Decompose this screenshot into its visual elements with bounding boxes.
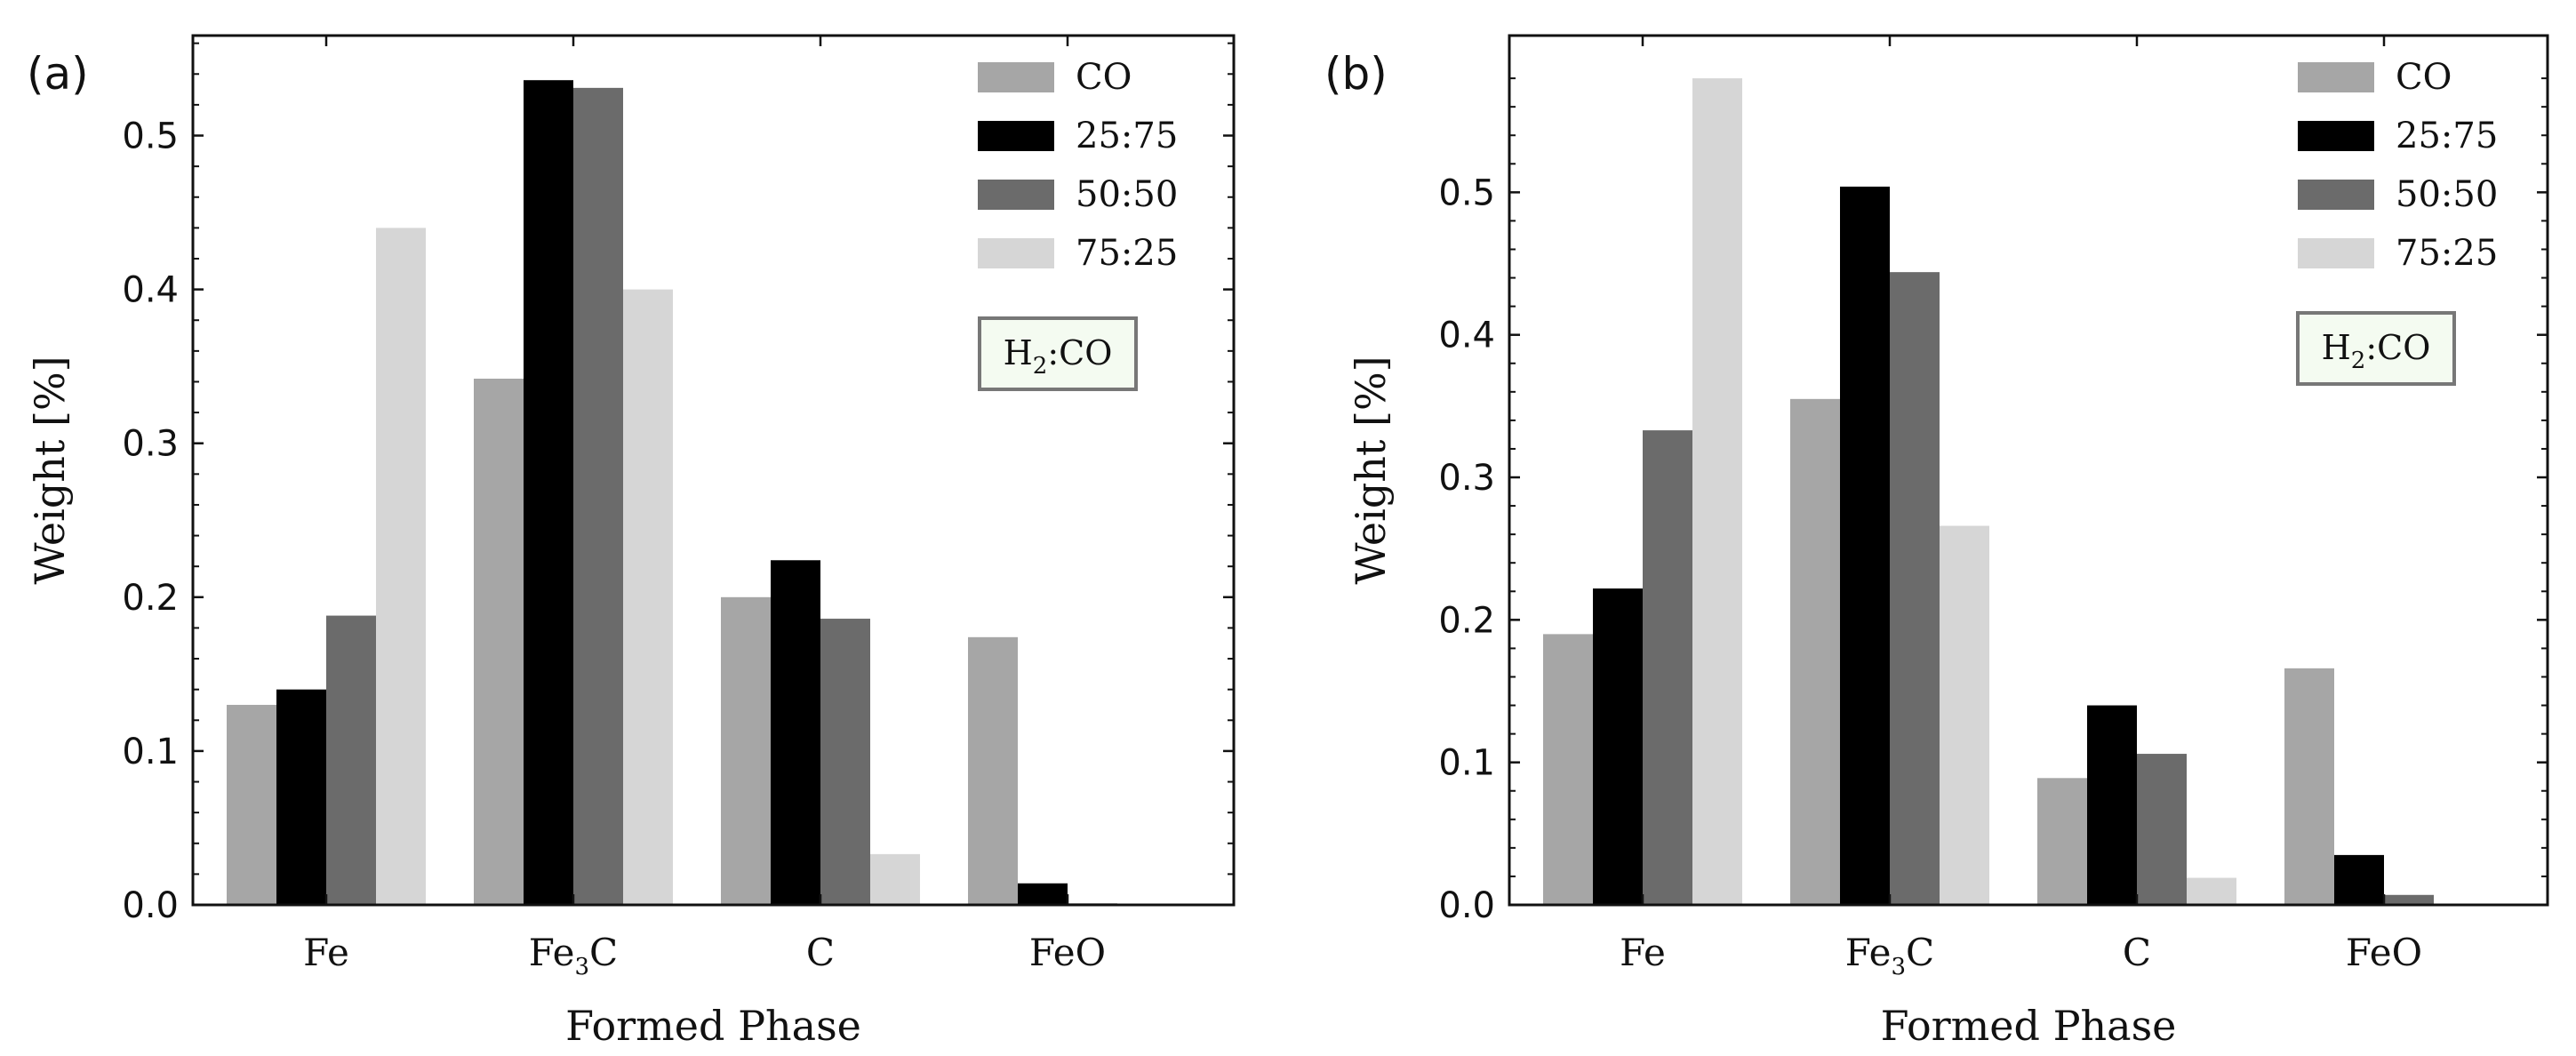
legend-label: 50:50 (1076, 174, 1178, 215)
y-tick-label: 0.3 (1438, 458, 1495, 499)
y-tick-label: 0.5 (1438, 172, 1495, 213)
bar-75:25-1 (1940, 525, 1989, 905)
y-axis-title: Weight [%] (26, 356, 74, 584)
bar-75:25-0 (1692, 78, 1742, 905)
plot-frame (1508, 34, 2549, 907)
legend-label: 25:75 (2396, 116, 2498, 156)
legend-label: CO (1076, 57, 1132, 98)
bar-50:50-0 (1643, 430, 1692, 906)
legend-label: 75:25 (1076, 233, 1178, 274)
y-tick-label: 0.2 (1438, 600, 1495, 641)
legend-swatch (978, 121, 1054, 151)
annotation-label: H2:CO (1004, 333, 1113, 380)
bar-50:50-1 (1890, 272, 1940, 905)
bar-50:50-3 (2384, 894, 2434, 905)
y-tick-label: 0.1 (122, 732, 179, 772)
bar-25:75-3 (2334, 854, 2384, 905)
bar-25:75-1 (1840, 186, 1890, 906)
x-axis-title: Formed Phase (565, 1002, 861, 1050)
bar-CO-3 (2284, 668, 2334, 905)
legend-swatch (2298, 238, 2374, 268)
legend-swatch (978, 62, 1054, 92)
legend-swatch (978, 180, 1054, 210)
legend-label: 25:75 (1076, 116, 1178, 156)
y-tick-label: 0.1 (1438, 743, 1495, 784)
panel-b: 0.0 0.1 0.2 0.3 0.4 0.5 Fe Fe3C C FeO Formed Phase… (1324, 34, 2549, 1050)
panel-label: (b) (1324, 48, 1388, 100)
bar-50:50-0 (326, 615, 376, 905)
bar-CO-0 (1543, 634, 1593, 905)
panel-a: 0.0 0.1 0.2 0.3 0.4 0.5 Fe Fe3C C FeO Formed Phase… (26, 34, 1236, 1050)
bar-50:50-2 (2137, 754, 2187, 905)
y-tick-label: 0.2 (122, 578, 179, 619)
bar-50:50-1 (573, 87, 623, 906)
plot-frame (191, 34, 1236, 907)
x-category-label: FeO (1029, 931, 1106, 974)
bar-CO-2 (721, 596, 771, 905)
y-tick-label: 0.3 (122, 424, 179, 465)
y-tick-label: 0.4 (122, 270, 179, 311)
annotation-label: H2:CO (2322, 328, 2431, 374)
bar-25:75-0 (276, 689, 326, 905)
y-tick-label: 0.5 (122, 116, 179, 157)
bar-75:25-2 (870, 853, 920, 905)
legend-swatch (978, 238, 1054, 268)
bar-CO-0 (227, 704, 276, 905)
x-category-label: Fe3C (529, 931, 618, 980)
x-category-label: Fe (303, 931, 349, 974)
x-category-label: C (2123, 931, 2151, 974)
bar-CO-3 (968, 636, 1018, 905)
bar-CO-2 (2037, 778, 2087, 905)
y-tick-label: 0.0 (1438, 885, 1495, 926)
legend-label: 75:25 (2396, 233, 2498, 274)
panel-label: (a) (27, 48, 89, 100)
x-category-label: Fe3C (1845, 931, 1934, 980)
bar-75:25-0 (376, 228, 426, 905)
legend-swatch (2298, 180, 2374, 210)
bar-CO-1 (474, 379, 524, 905)
x-category-label: FeO (2346, 931, 2422, 974)
y-tick-label: 0.0 (122, 885, 179, 926)
bar-75:25-1 (623, 289, 673, 906)
bar-CO-1 (1790, 398, 1840, 905)
legend-label: 50:50 (2396, 174, 2498, 215)
y-tick-label: 0.4 (1438, 316, 1495, 356)
x-axis-title: Formed Phase (1881, 1002, 2177, 1050)
bar-50:50-2 (820, 619, 870, 905)
legend-swatch (2298, 121, 2374, 151)
legend-swatch (2298, 62, 2374, 92)
legend-label: CO (2396, 57, 2452, 98)
bar-25:75-3 (1018, 883, 1068, 905)
bar-25:75-1 (524, 80, 573, 905)
annotation-box (2296, 311, 2456, 386)
bar-25:75-2 (771, 560, 820, 905)
bar-25:75-2 (2087, 705, 2137, 905)
x-category-label: C (806, 931, 835, 974)
x-category-label: Fe (1620, 931, 1666, 974)
bar-75:25-2 (2187, 877, 2236, 905)
bar-25:75-0 (1593, 588, 1643, 905)
y-axis-title: Weight [%] (1347, 356, 1395, 584)
annotation-box (978, 316, 1138, 391)
